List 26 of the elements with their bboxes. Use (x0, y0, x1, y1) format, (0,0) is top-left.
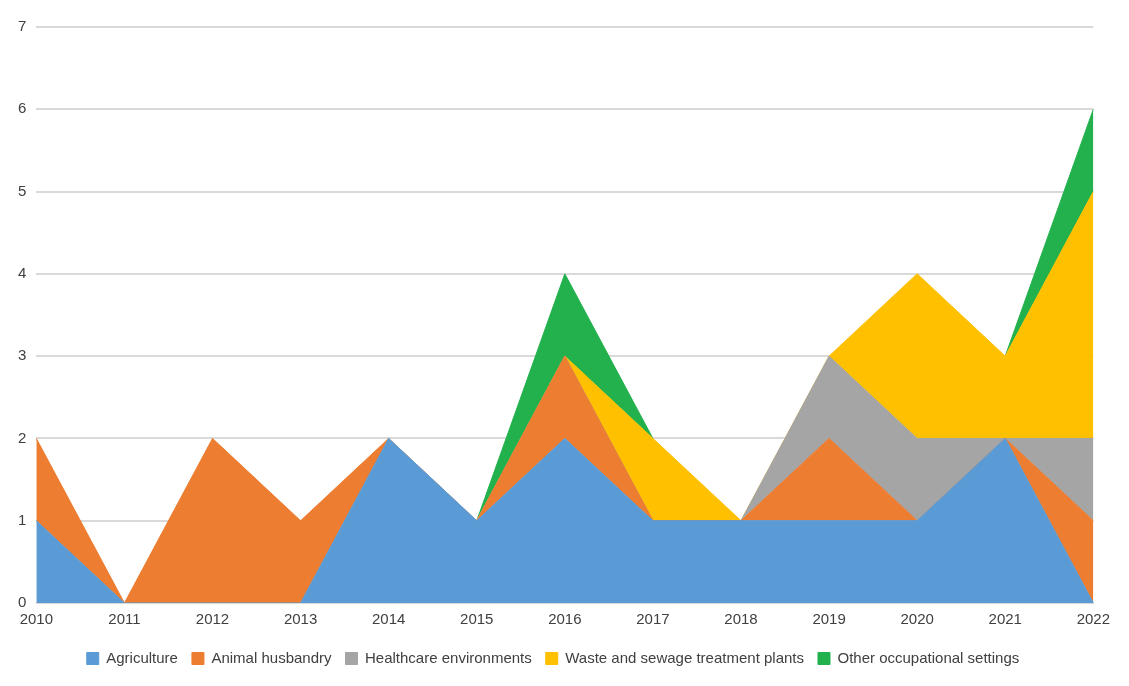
x-tick-label: 2014 (371, 610, 406, 628)
legend-label: Other occupational settings (837, 648, 1020, 666)
x-tick-label: 2021 (988, 610, 1022, 628)
x-tick-label: 2018 (724, 610, 758, 628)
x-tick-label: 2015 (460, 610, 494, 628)
legend-label: Healthcare environments (365, 648, 532, 666)
y-tick-label: 1 (18, 510, 27, 528)
x-tick-label: 2019 (812, 610, 846, 628)
x-tick-label: 2011 (108, 610, 141, 628)
y-tick-label: 5 (18, 181, 27, 199)
x-tick-label: 2022 (1076, 610, 1110, 628)
y-tick-label: 4 (18, 264, 27, 281)
legend-label: Animal husbandry (211, 648, 332, 666)
legend-label: Waste and sewage treatment plants (565, 648, 804, 666)
y-tick-label: 2 (18, 428, 27, 446)
legend-label: Agriculture (106, 648, 178, 666)
x-tick-label: 2020 (900, 610, 934, 628)
y-tick-label: 6 (18, 99, 27, 117)
x-tick-label: 2017 (636, 610, 670, 628)
x-tick-label: 2016 (548, 610, 582, 628)
y-tick-label: 0 (18, 593, 27, 611)
x-tick-label: 2010 (19, 610, 54, 628)
x-tick-label: 2013 (283, 610, 318, 628)
y-tick-label: 7 (18, 17, 27, 35)
x-tick-label: 2012 (195, 610, 230, 628)
y-tick-label: 3 (18, 346, 27, 364)
